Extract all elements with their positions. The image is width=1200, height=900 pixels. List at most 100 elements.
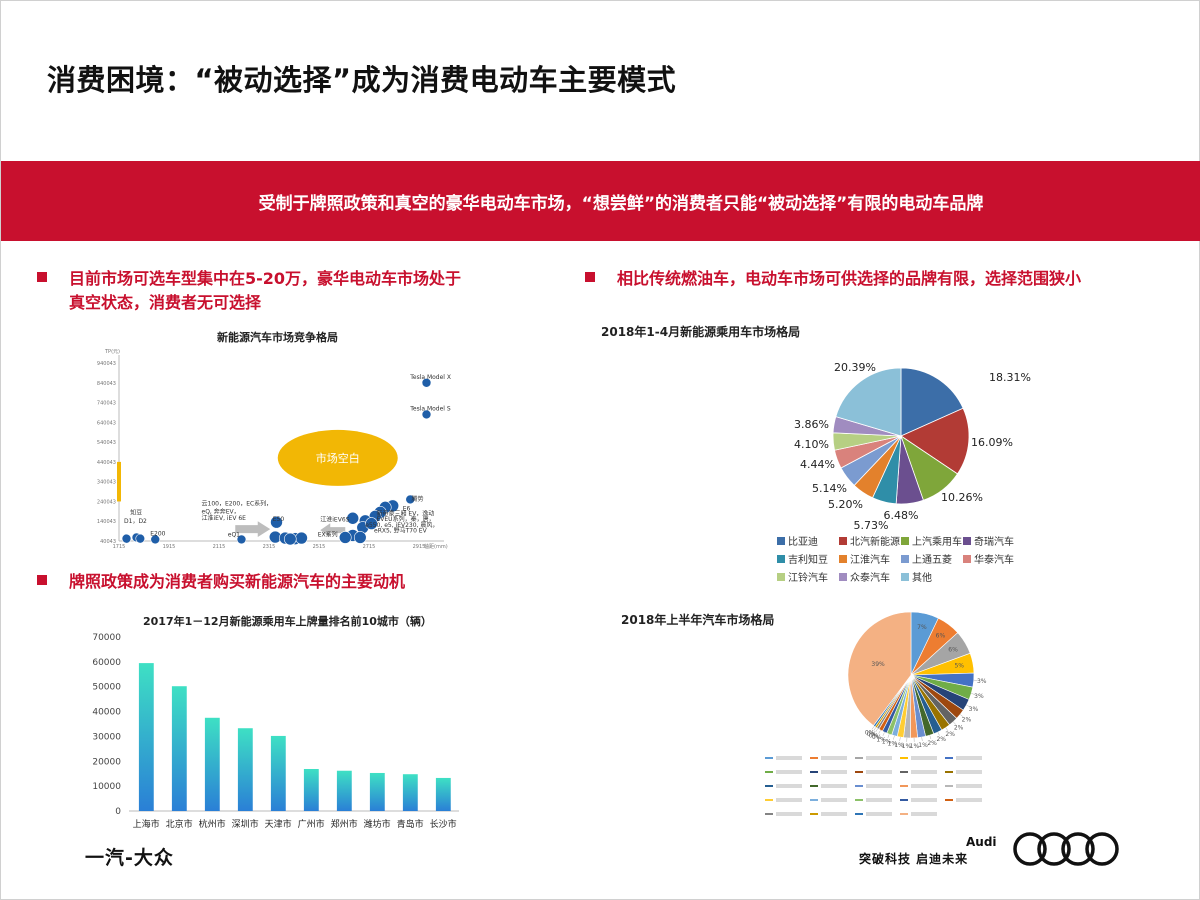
pie-slice xyxy=(847,611,912,727)
scatter-point xyxy=(338,531,352,544)
arrow-shape xyxy=(320,523,346,538)
pie-data-label: 6.48% xyxy=(884,509,919,522)
leader-line xyxy=(971,693,976,695)
scatter-annotation: e550, e5, iEV230, 晨风， xyxy=(365,522,438,529)
y-axis-highlight-band xyxy=(117,461,121,502)
legend-label-blurred xyxy=(866,812,892,816)
legend-label-blurred xyxy=(776,784,802,788)
x-tick-label: 2915 xyxy=(413,544,426,550)
legend-swatch xyxy=(900,771,908,773)
legend-label-blurred xyxy=(866,770,892,774)
scatter-annotation: 江淮iEV, iEV 6E xyxy=(202,514,247,522)
x-tick-label: 长沙市 xyxy=(430,818,457,830)
leader-line xyxy=(899,737,901,742)
bar xyxy=(402,774,418,811)
pie-chart-2-legend xyxy=(765,753,997,837)
pie-data-label: 5.73% xyxy=(854,519,889,532)
pie-slice xyxy=(900,367,964,437)
legend-label-blurred xyxy=(911,770,937,774)
legend-swatch xyxy=(901,555,909,563)
legend-label-blurred xyxy=(776,798,802,802)
leader-line xyxy=(929,735,932,740)
bullet-point-3: 牌照政策成为消费者购买新能源汽车的主要动机 xyxy=(37,570,557,594)
legend-label-blurred xyxy=(956,798,982,802)
legend-swatch xyxy=(765,799,773,801)
pie-chart-2-title: 2018年上半年汽车市场格局 xyxy=(621,613,775,627)
scatter-point xyxy=(283,532,297,546)
legend-label: 吉利知豆 xyxy=(788,555,828,566)
legend-item: 众泰汽车 xyxy=(839,569,890,584)
pie-data-label: 6% xyxy=(948,647,958,654)
pie-data-label: 1% xyxy=(918,742,928,749)
audi-wordmark: Audi xyxy=(966,835,997,849)
y-tick-label: 240043 xyxy=(97,499,116,505)
x-tick-label: 1915 xyxy=(163,544,176,550)
leader-line xyxy=(871,726,875,730)
scatter-chart-title: 新能源汽车市场竞争格局 xyxy=(217,331,338,344)
legend-item: 上通五菱 xyxy=(901,551,952,566)
scatter-point xyxy=(353,531,367,544)
legend-swatch xyxy=(810,813,818,815)
scatter-annotation: EVEU系列，秦，唐， xyxy=(377,515,435,523)
legend-label-blurred xyxy=(911,784,937,788)
banner-text: 受制于牌照政策和真空的豪华电动车市场，“想尝鲜”的消费者只能“被动选择”有限的电… xyxy=(258,194,984,214)
legend-swatch xyxy=(839,573,847,581)
legend-swatch xyxy=(963,555,971,563)
scatter-annotation: 江淮iEV6S xyxy=(320,516,349,524)
leader-line xyxy=(893,735,895,740)
legend-swatch xyxy=(900,757,908,759)
x-tick-label: 深圳市 xyxy=(232,818,259,830)
pie-data-label: 1% xyxy=(894,742,904,749)
legend-label-blurred xyxy=(911,798,937,802)
scatter-point xyxy=(346,511,360,525)
headline-banner: 受制于牌照政策和真空的豪华电动车市场，“想尝鲜”的消费者只能“被动选择”有限的电… xyxy=(1,161,1200,241)
legend-label: 比亚迪 xyxy=(788,537,818,548)
scatter-annotation: E50 xyxy=(273,516,285,523)
bar xyxy=(336,770,352,811)
y-tick-label: 30000 xyxy=(92,732,121,742)
legend-swatch xyxy=(777,537,785,545)
pie-data-label: 10.26% xyxy=(941,491,983,504)
y-axis-label: TP(元) xyxy=(104,349,120,355)
legend-label-blurred xyxy=(911,812,937,816)
bullet-2-text: 相比传统燃油车，电动车市场可供选择的品牌有限，选择范围狭小 xyxy=(617,269,1082,288)
leader-line xyxy=(878,730,881,734)
legend-swatch xyxy=(900,785,908,787)
legend-item: 吉利知豆 xyxy=(777,551,828,566)
x-tick-label: 2115 xyxy=(213,544,226,550)
pie-data-label: 2% xyxy=(954,725,964,732)
scatter-chart: TP(元) 轴距(mm) 40043 140043 240043 340043 440043… xyxy=(97,349,451,550)
pie-data-label: 39% xyxy=(871,661,885,668)
y-tick-label: 840043 xyxy=(97,381,116,387)
x-tick-label: 杭州市 xyxy=(199,818,226,830)
legend-label-blurred xyxy=(821,812,847,816)
scatter-annotation: eRX5, 野马T70 EV xyxy=(374,526,428,534)
legend-item: 奇瑞汽车 xyxy=(963,533,1014,548)
scatter-annotation: E200 xyxy=(150,531,165,538)
x-tick-label: 天津市 xyxy=(265,818,292,830)
bullet-3-text: 牌照政策成为消费者购买新能源汽车的主要动机 xyxy=(69,572,406,591)
legend-label: 江铃汽车 xyxy=(788,573,828,584)
bar xyxy=(237,728,253,811)
pie-slice xyxy=(900,407,970,475)
pie-data-label: 4.10% xyxy=(794,438,829,451)
x-tick-label: 潍坊市 xyxy=(364,818,391,830)
legend-swatch xyxy=(810,785,818,787)
pie-data-label: 1% xyxy=(910,743,920,750)
pie-chart-1-title: 2018年1-4月新能源乘用车市场格局 xyxy=(601,325,801,339)
pie-data-label: 0% xyxy=(869,732,879,739)
y-tick-label: 40000 xyxy=(92,708,121,718)
legend-swatch xyxy=(777,555,785,563)
x-tick-label: 上海市 xyxy=(133,818,160,830)
scatter-annotation: Tesla Model S xyxy=(409,405,451,412)
legend-swatch xyxy=(855,757,863,759)
legend-label: 众泰汽车 xyxy=(850,573,890,584)
legend-swatch xyxy=(945,785,953,787)
y-tick-label: 440043 xyxy=(97,460,116,466)
legend-swatch xyxy=(963,537,971,545)
legend-swatch xyxy=(945,771,953,773)
market-gap-label: 市场空白 xyxy=(316,451,360,465)
audi-rings-logo xyxy=(1013,832,1119,866)
y-tick-label: 10000 xyxy=(92,782,121,792)
pie-data-label: 2% xyxy=(962,716,972,723)
